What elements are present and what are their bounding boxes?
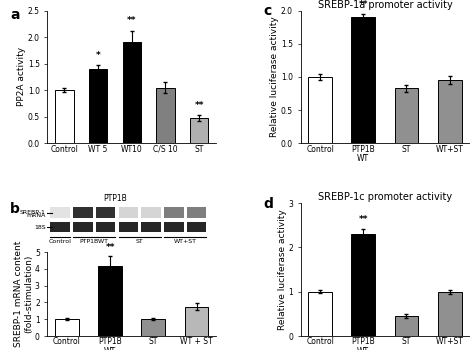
Text: SREBP-1: SREBP-1 bbox=[20, 210, 46, 215]
Bar bbox=[308, 77, 332, 144]
Bar bbox=[395, 88, 419, 144]
Bar bbox=[395, 316, 419, 336]
Bar bbox=[73, 222, 92, 232]
Text: *: * bbox=[96, 51, 100, 60]
Bar bbox=[142, 319, 165, 336]
Text: mRNA: mRNA bbox=[27, 214, 46, 218]
Bar bbox=[50, 222, 70, 232]
Text: **: ** bbox=[358, 0, 368, 9]
Bar bbox=[141, 207, 161, 218]
Bar bbox=[89, 69, 107, 144]
Bar bbox=[190, 118, 209, 144]
Text: **: ** bbox=[194, 101, 204, 110]
Bar bbox=[118, 222, 138, 232]
Bar bbox=[308, 292, 332, 336]
Y-axis label: Relative luciferase activity: Relative luciferase activity bbox=[278, 209, 287, 330]
Text: **: ** bbox=[105, 243, 115, 252]
Text: WT+ST: WT+ST bbox=[174, 239, 197, 244]
Text: PTP1BWT: PTP1BWT bbox=[80, 239, 109, 244]
Y-axis label: SREBP-1 mRNA content
(fold-stimulation): SREBP-1 mRNA content (fold-stimulation) bbox=[14, 241, 34, 347]
Text: PTP1B: PTP1B bbox=[103, 194, 127, 203]
Y-axis label: Relative luciferase activity: Relative luciferase activity bbox=[270, 16, 279, 137]
Bar bbox=[73, 207, 92, 218]
Bar bbox=[351, 17, 375, 144]
Bar bbox=[164, 222, 183, 232]
Bar bbox=[55, 90, 73, 144]
Title: SREBP-1a promoter activity: SREBP-1a promoter activity bbox=[318, 0, 452, 10]
Text: c: c bbox=[264, 4, 272, 18]
Bar bbox=[351, 234, 375, 336]
Bar bbox=[96, 207, 115, 218]
Bar bbox=[187, 222, 207, 232]
Title: SREBP-1c promoter activity: SREBP-1c promoter activity bbox=[318, 193, 452, 202]
Bar bbox=[164, 207, 183, 218]
Bar bbox=[156, 88, 175, 144]
Text: Control: Control bbox=[49, 239, 72, 244]
Bar bbox=[50, 207, 70, 218]
Bar bbox=[98, 266, 122, 336]
Bar bbox=[122, 42, 141, 144]
Text: a: a bbox=[10, 8, 20, 22]
Bar bbox=[55, 319, 79, 336]
Bar bbox=[438, 292, 462, 336]
Text: **: ** bbox=[127, 16, 137, 26]
Text: **: ** bbox=[358, 215, 368, 224]
Bar bbox=[438, 80, 462, 144]
Text: b: b bbox=[10, 202, 20, 216]
Text: 18S: 18S bbox=[34, 225, 46, 230]
Bar bbox=[141, 222, 161, 232]
Text: ST: ST bbox=[136, 239, 144, 244]
Bar bbox=[187, 207, 207, 218]
Bar bbox=[96, 222, 115, 232]
Bar bbox=[185, 307, 209, 336]
Text: d: d bbox=[264, 196, 273, 210]
Bar bbox=[118, 207, 138, 218]
Y-axis label: PP2A activity: PP2A activity bbox=[17, 47, 26, 106]
